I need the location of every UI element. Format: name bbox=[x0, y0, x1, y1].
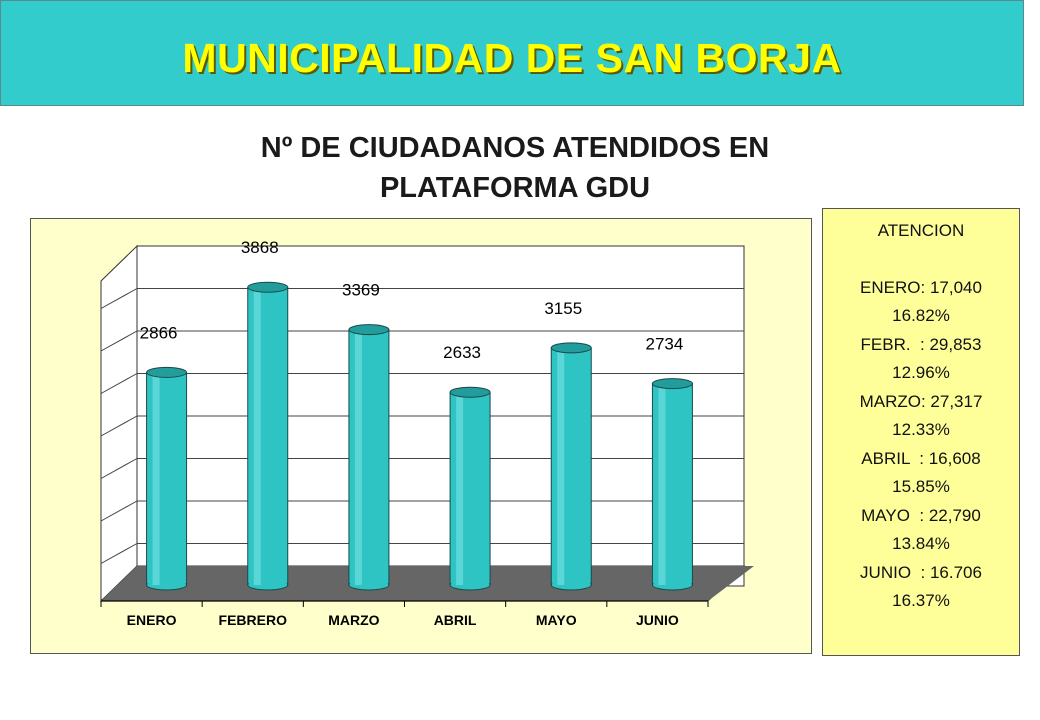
bar-top bbox=[348, 324, 390, 336]
data-label: 3155 bbox=[544, 299, 582, 318]
bar-top bbox=[550, 342, 592, 354]
summary-line: FEBR. : 29,853 bbox=[860, 334, 982, 354]
x-tick-label: ENERO bbox=[127, 612, 177, 628]
bar-chart: 2866 ENERO 3868 FEBRERO 3369 MARZO 2633 ABRIL 31… bbox=[99, 238, 754, 628]
bar-highlight bbox=[354, 331, 362, 585]
page-title: MUNICIPALIDAD DE SAN BORJA bbox=[182, 35, 842, 81]
x-tick-label: MAYO bbox=[536, 612, 577, 628]
bar-highlight bbox=[152, 374, 160, 585]
gridline-side bbox=[100, 373, 138, 394]
bar-top bbox=[247, 281, 289, 293]
gridline-side bbox=[100, 543, 138, 564]
summary-line: 12.33% bbox=[892, 420, 950, 439]
chart-title-line-1: Nº DE CIUDADANOS ATENDIDOS EN bbox=[260, 132, 770, 164]
summary-line: 12.96% bbox=[892, 363, 950, 382]
x-tick-label: JUNIO bbox=[636, 612, 679, 628]
bar-highlight bbox=[253, 289, 261, 585]
data-label: 3868 bbox=[241, 238, 279, 257]
x-tick-label: FEBRERO bbox=[219, 612, 288, 628]
data-label: 2734 bbox=[646, 335, 684, 354]
gridline-side bbox=[100, 415, 138, 437]
bar-top bbox=[146, 366, 188, 378]
summary-line: JUNIO : 16.706 bbox=[860, 562, 982, 582]
gridline-side bbox=[100, 288, 138, 309]
bar-highlight bbox=[456, 394, 464, 585]
summary-line: ABRIL : 16,608 bbox=[861, 448, 981, 468]
data-label: 3369 bbox=[342, 281, 380, 300]
chart-panel: 2866 ENERO 3868 FEBRERO 3369 MARZO 2633 ABRIL 31… bbox=[30, 218, 812, 654]
attendance-summary-panel: ATENCION ENERO: 17,040 16.82% FEBR. : 29,8… bbox=[822, 208, 1020, 656]
gridline-side bbox=[100, 500, 138, 522]
summary-line: 16.82% bbox=[892, 306, 950, 325]
gridline-side bbox=[100, 330, 138, 352]
summary-line: 15.85% bbox=[892, 477, 950, 496]
chart-title-line-2: PLATAFORMA GDU bbox=[379, 172, 651, 204]
summary-lines: ENERO: 17,040 16.82% FEBR. : 29,853 12.96% M… bbox=[823, 274, 1019, 616]
data-label: 2866 bbox=[140, 323, 178, 342]
summary-line: MAYO : 22,790 bbox=[861, 505, 981, 525]
summary-line: ENERO: 17,040 bbox=[860, 277, 982, 297]
x-tick-label: MARZO bbox=[328, 612, 379, 628]
summary-heading: ATENCION bbox=[877, 221, 965, 240]
bar-highlight bbox=[557, 349, 565, 585]
chart-title: Nº DE CIUDADANOS ATENDIDOS EN PLATAFORMA… bbox=[120, 128, 910, 208]
summary-line: MARZO: 27,317 bbox=[859, 391, 983, 411]
bar-highlight bbox=[658, 385, 666, 585]
bar-top bbox=[449, 386, 491, 398]
gridline-side bbox=[100, 458, 138, 479]
bar-top bbox=[651, 378, 693, 390]
title-banner: MUNICIPALIDAD DE SAN BORJA bbox=[0, 0, 1024, 106]
data-label: 2633 bbox=[443, 343, 481, 362]
x-tick-label: ABRIL bbox=[434, 612, 477, 628]
summary-line: 13.84% bbox=[892, 534, 950, 553]
summary-line: 16.37% bbox=[892, 591, 950, 610]
